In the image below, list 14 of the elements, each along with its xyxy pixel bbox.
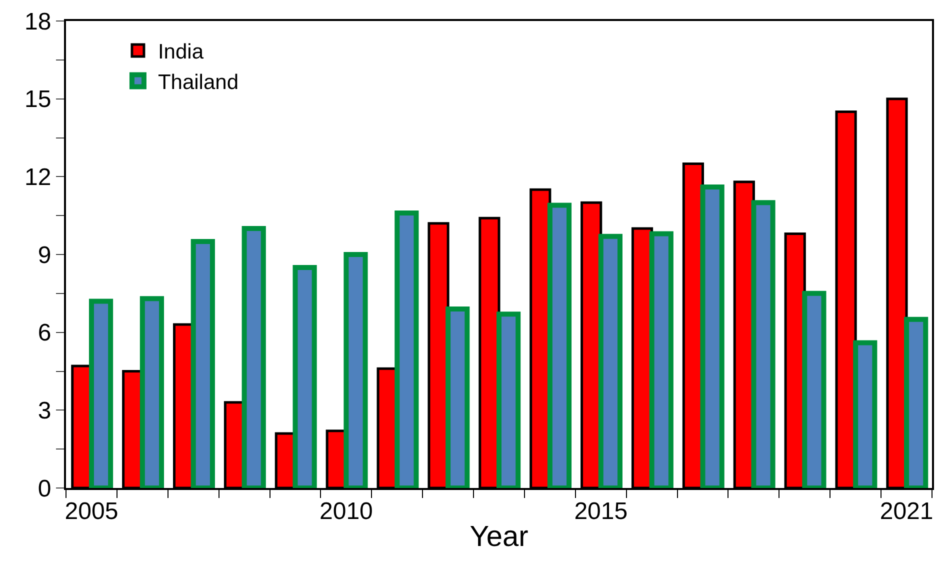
legend-label: India (158, 40, 204, 64)
y-tick-label: 0 (38, 475, 52, 502)
y-tick-label: 15 (24, 86, 52, 114)
y-tick-label: 3 (38, 398, 52, 425)
y-tick-label: 9 (38, 242, 52, 269)
x-tick-label: 2015 (574, 498, 628, 525)
x-tick-label: 2010 (319, 498, 373, 525)
x-tick-label: 2005 (64, 498, 118, 525)
legend-label: Thailand (158, 70, 239, 94)
y-tick-label: 6 (38, 320, 52, 347)
y-tick-label: 18 (24, 8, 52, 36)
y-tick-label: 12 (24, 164, 52, 192)
x-tick-label: 2021 (880, 498, 934, 525)
x-axis-title: Year (470, 521, 529, 554)
